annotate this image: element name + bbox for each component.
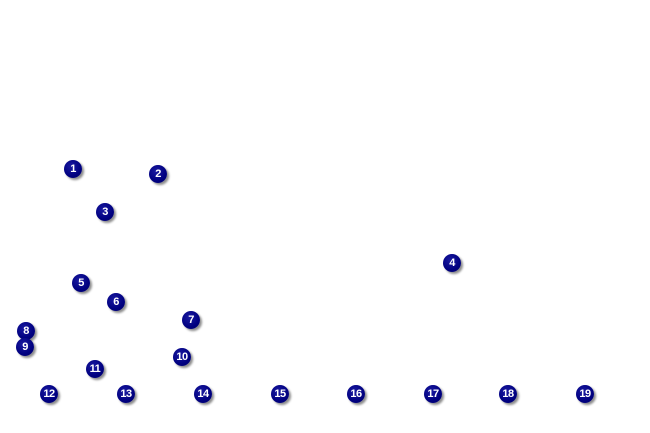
marker-4[interactable]: 4 — [443, 254, 461, 272]
marker-11[interactable]: 11 — [86, 360, 104, 378]
marker-1[interactable]: 1 — [64, 160, 82, 178]
marker-6[interactable]: 6 — [107, 293, 125, 311]
marker-5[interactable]: 5 — [72, 274, 90, 292]
marker-14[interactable]: 14 — [194, 385, 212, 403]
marker-2[interactable]: 2 — [149, 165, 167, 183]
marker-12[interactable]: 12 — [40, 385, 58, 403]
marker-18[interactable]: 18 — [499, 385, 517, 403]
marker-10[interactable]: 10 — [173, 348, 191, 366]
marker-8[interactable]: 8 — [17, 322, 35, 340]
marker-3[interactable]: 3 — [96, 203, 114, 221]
marker-9[interactable]: 9 — [16, 338, 34, 356]
marker-16[interactable]: 16 — [347, 385, 365, 403]
marker-19[interactable]: 19 — [576, 385, 594, 403]
marker-15[interactable]: 15 — [271, 385, 289, 403]
marker-17[interactable]: 17 — [424, 385, 442, 403]
marker-7[interactable]: 7 — [182, 311, 200, 329]
marker-13[interactable]: 13 — [117, 385, 135, 403]
